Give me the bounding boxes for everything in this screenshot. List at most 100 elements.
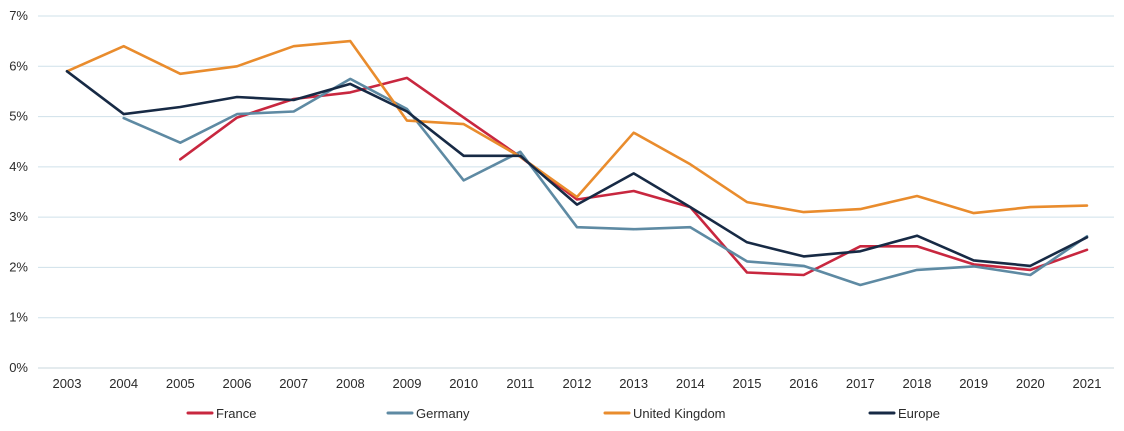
x-tick-label: 2008	[336, 376, 365, 391]
x-tick-label: 2003	[53, 376, 82, 391]
y-tick-label: 0%	[9, 360, 28, 375]
y-tick-label: 2%	[9, 259, 28, 274]
legend-label-united-kingdom: United Kingdom	[633, 406, 726, 421]
data-series	[65, 39, 1089, 287]
data-point-united-kingdom-2020	[1029, 206, 1032, 209]
x-tick-label: 2009	[393, 376, 422, 391]
x-tick-label: 2021	[1073, 376, 1102, 391]
data-point-europe-2019	[972, 259, 975, 262]
data-point-united-kingdom-2012	[576, 196, 579, 199]
data-point-france-2012	[576, 198, 579, 201]
data-point-united-kingdom-2015	[746, 201, 749, 204]
grid-lines	[38, 15, 1114, 319]
y-tick-label: 1%	[9, 310, 28, 325]
series-europe	[65, 70, 1089, 268]
data-point-germany-2014	[689, 226, 692, 229]
legend-item-united-kingdom: United Kingdom	[603, 406, 726, 421]
series-line-united-kingdom	[65, 39, 1089, 215]
data-point-germany-2008	[349, 78, 352, 81]
data-point-germany-2012	[576, 226, 579, 229]
data-point-europe-2009	[406, 110, 409, 113]
series-germany	[122, 77, 1089, 287]
x-tick-label: 2010	[449, 376, 478, 391]
data-point-germany-2006	[236, 113, 239, 116]
x-tick-label: 2007	[279, 376, 308, 391]
data-point-united-kingdom-2004	[122, 45, 125, 48]
data-point-united-kingdom-2006	[236, 65, 239, 68]
data-point-europe-2020	[1029, 265, 1032, 268]
data-point-germany-2017	[859, 284, 862, 287]
data-point-europe-2003	[66, 70, 69, 73]
data-point-europe-2017	[859, 250, 862, 253]
x-tick-label: 2006	[223, 376, 252, 391]
data-point-europe-2004	[122, 113, 125, 116]
data-point-europe-2005	[179, 106, 182, 109]
x-tick-label: 2004	[109, 376, 138, 391]
legend-label-europe: Europe	[898, 406, 940, 421]
y-tick-label: 6%	[9, 58, 28, 73]
data-point-germany-2011	[519, 150, 522, 153]
x-tick-label: 2017	[846, 376, 875, 391]
data-point-france-2005	[179, 158, 182, 161]
data-point-france-2017	[859, 245, 862, 248]
x-tick-label: 2020	[1016, 376, 1045, 391]
x-tick-label: 2014	[676, 376, 705, 391]
data-point-france-2018	[916, 245, 919, 248]
data-point-united-kingdom-2014	[689, 163, 692, 166]
data-point-europe-2008	[349, 83, 352, 86]
data-point-germany-2015	[746, 260, 749, 263]
axes: 0% 1% 2% 3% 4% 5% 6% 7% 2003 2004 2005 2006 2007 2008…	[9, 8, 1114, 391]
data-point-germany-2005	[179, 141, 182, 144]
data-point-france-2021	[1086, 249, 1089, 252]
data-point-germany-2018	[916, 269, 919, 272]
data-point-united-kingdom-2005	[179, 73, 182, 76]
data-point-united-kingdom-2009	[406, 119, 409, 122]
data-point-europe-2011	[519, 154, 522, 157]
data-point-united-kingdom-2017	[859, 208, 862, 211]
data-point-united-kingdom-2016	[802, 211, 805, 214]
data-point-germany-2020	[1029, 274, 1032, 277]
y-tick-label: 3%	[9, 209, 28, 224]
x-tick-label: 2015	[733, 376, 762, 391]
data-point-france-2016	[802, 274, 805, 277]
x-tick-label: 2005	[166, 376, 195, 391]
legend-item-germany: Germany	[386, 406, 470, 421]
data-point-europe-2018	[916, 234, 919, 237]
data-point-united-kingdom-2021	[1086, 204, 1089, 207]
data-point-germany-2016	[802, 265, 805, 268]
data-point-united-kingdom-2019	[972, 212, 975, 215]
data-point-europe-2021	[1086, 236, 1089, 239]
data-point-france-2010	[462, 116, 465, 119]
y-tick-label: 4%	[9, 159, 28, 174]
series-line-france	[179, 76, 1089, 277]
data-point-united-kingdom-2010	[462, 123, 465, 126]
series-united-kingdom	[65, 39, 1089, 215]
data-point-europe-2016	[802, 255, 805, 258]
x-tick-label: 2016	[789, 376, 818, 391]
x-tick-label: 2012	[563, 376, 592, 391]
data-point-france-2006	[236, 116, 239, 119]
series-france	[179, 76, 1089, 277]
x-tick-label: 2011	[506, 376, 534, 391]
data-point-france-2015	[746, 271, 749, 274]
legend-label-france: France	[216, 406, 256, 421]
legend-label-germany: Germany	[416, 406, 470, 421]
data-point-europe-2006	[236, 96, 239, 99]
series-line-europe	[65, 70, 1089, 268]
x-tick-label: 2019	[959, 376, 988, 391]
data-point-france-2013	[632, 190, 635, 193]
x-tick-label: 2018	[903, 376, 932, 391]
data-point-europe-2014	[689, 206, 692, 209]
data-point-germany-2004	[122, 117, 125, 120]
data-point-france-2009	[406, 77, 409, 80]
data-point-united-kingdom-2007	[292, 45, 295, 48]
legend: France Germany United Kingdom Europe	[186, 406, 940, 421]
data-point-france-2008	[349, 91, 352, 94]
legend-item-europe: Europe	[868, 406, 940, 421]
x-tick-label: 2013	[619, 376, 648, 391]
y-tick-label: 7%	[9, 8, 28, 23]
data-point-germany-2010	[462, 179, 465, 182]
data-point-united-kingdom-2008	[349, 40, 352, 43]
